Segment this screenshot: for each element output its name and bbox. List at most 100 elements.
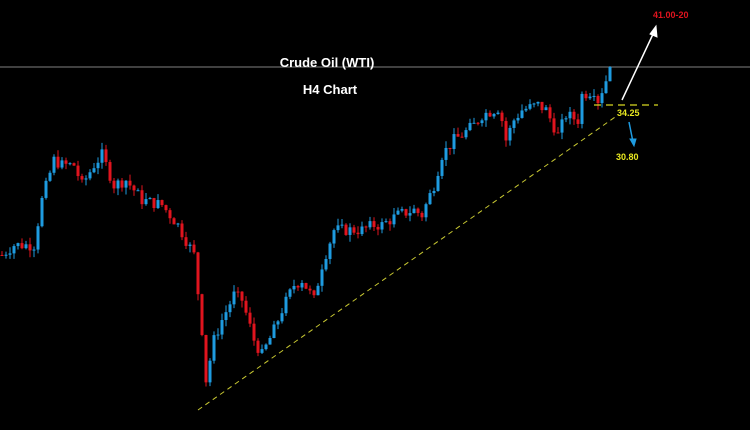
candle-body (32, 249, 36, 251)
candle-body (76, 165, 80, 177)
candle-body (16, 243, 20, 247)
candle-body (572, 111, 576, 120)
candle-body (312, 290, 316, 296)
candle-body (236, 291, 240, 293)
candle-body (400, 209, 404, 211)
candle-body (372, 221, 376, 227)
candle-body (508, 127, 512, 141)
candle-body (36, 226, 40, 250)
candle-body (0, 255, 4, 256)
candle-body (72, 163, 76, 166)
candle-body (216, 334, 220, 336)
candle-body (316, 285, 320, 296)
candle-body (28, 244, 32, 251)
candle-body (324, 258, 328, 270)
chart-title: Crude Oil (WTI) (279, 55, 375, 70)
candle-body (320, 269, 324, 286)
candle-body (592, 95, 596, 97)
candle-body (208, 360, 212, 383)
candle-body (108, 162, 112, 181)
candle-body (420, 212, 424, 218)
level-label-upside-target: 41.00-20 (653, 10, 689, 20)
candle-body (504, 121, 508, 141)
candle-body (156, 200, 160, 209)
candle-body (200, 294, 204, 336)
candle-body (112, 180, 116, 189)
candle-body (344, 224, 348, 235)
candle-body (92, 168, 96, 173)
candle-body (184, 237, 188, 246)
candle-body (604, 81, 608, 94)
candle-body (328, 243, 332, 259)
candle-body (180, 223, 184, 238)
candle-body (296, 285, 300, 288)
candle-body (472, 122, 476, 124)
downside-arrow-head (629, 138, 637, 148)
candle-body (576, 119, 580, 124)
candle-body (476, 122, 480, 124)
candle-body (272, 324, 276, 339)
candle-body (348, 227, 352, 235)
candle-body (580, 93, 584, 124)
candle-body (240, 291, 244, 301)
candle-body (336, 225, 340, 231)
candle-body (248, 312, 252, 324)
candle-body (44, 180, 48, 198)
candle-body (428, 193, 432, 205)
candle-body (404, 209, 408, 216)
candle-body (300, 282, 304, 288)
candle-body (376, 226, 380, 230)
candle-body (132, 185, 136, 191)
candle-body (424, 204, 428, 218)
candle-body (340, 224, 344, 226)
candle-body (12, 246, 16, 254)
upside-arrow-head (649, 24, 658, 38)
candle-body (244, 300, 248, 313)
candle-body (192, 244, 196, 253)
candle-body (436, 175, 440, 191)
candle-body (568, 111, 572, 119)
candle-body (256, 340, 260, 353)
candle-body (596, 95, 600, 104)
candle-body (276, 321, 280, 325)
candle-body (88, 172, 92, 179)
candle-body (332, 230, 336, 244)
candle-body (432, 190, 436, 194)
candle-body (24, 244, 28, 249)
candle-body (260, 349, 264, 353)
candle-body (68, 163, 72, 165)
candle-body (96, 162, 100, 169)
candle-body (172, 218, 176, 225)
candle-body (56, 156, 60, 168)
candle-body (84, 178, 88, 180)
candle-body (116, 180, 120, 189)
candle-body (564, 118, 568, 120)
candle-body (500, 112, 504, 122)
candle-body (528, 104, 532, 109)
support-trendline (197, 114, 619, 411)
candle-body (540, 101, 544, 111)
candle-body (48, 172, 52, 181)
candle-body (292, 285, 296, 290)
candle-body (364, 226, 368, 228)
candle-body (252, 323, 256, 341)
candle-body (264, 344, 268, 350)
candle-body (80, 176, 84, 180)
candle-body (40, 197, 44, 227)
candle-body (384, 221, 388, 223)
candle-body (168, 210, 172, 219)
candle-body (144, 199, 148, 205)
candle-body (124, 180, 128, 188)
candle-body (228, 304, 232, 313)
candle-body (360, 226, 364, 235)
candle-body (588, 96, 592, 99)
candle-body (560, 119, 564, 133)
candle-body (140, 190, 144, 205)
chart-subtitle: H4 Chart (302, 82, 358, 97)
candle-body (552, 118, 556, 133)
candle-body (220, 320, 224, 335)
candle-body (608, 67, 612, 82)
candle-body (368, 221, 372, 228)
